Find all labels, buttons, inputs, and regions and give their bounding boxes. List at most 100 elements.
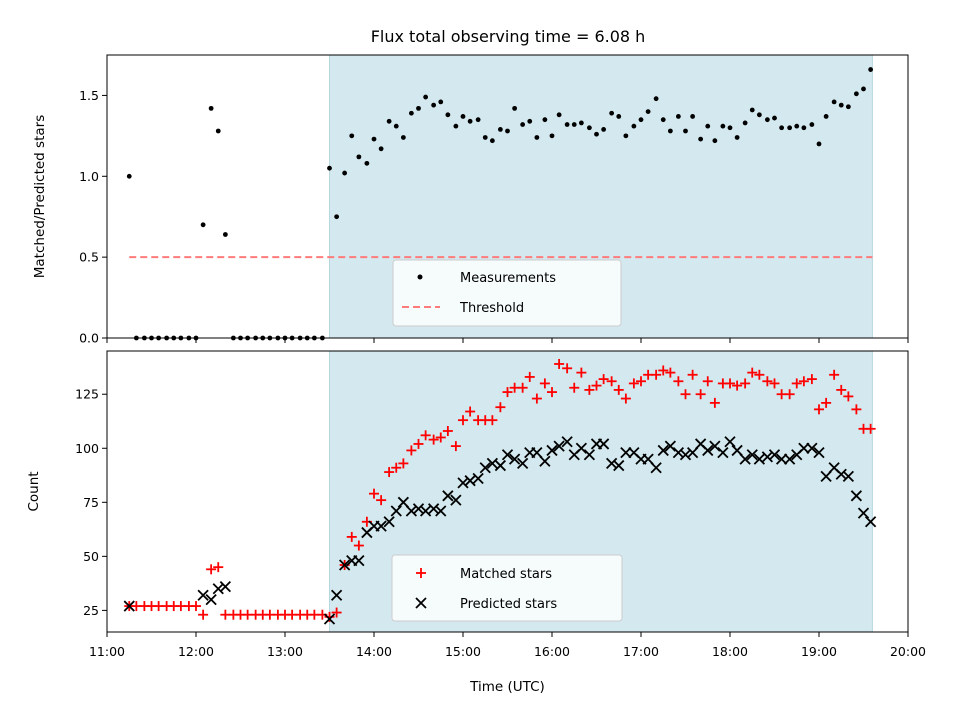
predicted-star-point	[702, 444, 714, 457]
measurement-point	[467, 118, 473, 124]
predicted-star-point	[472, 472, 484, 485]
measurement-point	[542, 117, 548, 123]
predicted-star-point	[717, 446, 729, 459]
y-tick-label: 0.5	[79, 250, 99, 265]
x-tick-label: 18:00	[712, 644, 748, 659]
matched-star-point	[495, 402, 506, 413]
matched-star-point	[442, 425, 453, 436]
matched-star-point	[391, 462, 402, 473]
measurement-point	[861, 86, 866, 92]
predicted-star-point	[539, 455, 551, 467]
measurement-point	[534, 135, 540, 140]
predicted-star-point	[724, 436, 736, 448]
predicted-star-point	[768, 449, 781, 461]
predicted-star-point	[546, 444, 558, 457]
predicted-star-point	[864, 516, 877, 528]
measurement-point	[794, 123, 800, 129]
predicted-star-point	[739, 453, 751, 465]
predicted-star-point	[850, 490, 863, 502]
predicted-star-point	[205, 593, 217, 606]
measurement-point	[222, 232, 228, 237]
predicted-star-point	[709, 440, 721, 452]
measurement-point	[364, 160, 370, 166]
legend-marker-predicted	[415, 597, 427, 609]
matched-star-point	[398, 458, 409, 469]
matched-star-point	[702, 376, 713, 387]
predicted-star-point	[330, 589, 343, 601]
measurement-point	[564, 122, 570, 127]
matched-star-point	[450, 441, 461, 452]
measurement-point	[475, 117, 481, 123]
measurement-point	[438, 99, 444, 105]
predicted-star-point	[775, 453, 788, 465]
bottom-y-ticks: 25 50 75 100 125	[75, 387, 107, 618]
predicted-star-point	[516, 457, 529, 470]
predicted-star-point	[575, 442, 588, 454]
matched-star-point	[435, 432, 446, 443]
measurement-point	[445, 112, 451, 118]
predicted-star-point	[672, 446, 685, 459]
measurement-point	[772, 115, 777, 121]
predicted-star-point	[835, 468, 847, 480]
measurement-point	[489, 138, 495, 144]
matched-star-point	[206, 564, 217, 575]
matched-star-point	[784, 389, 795, 400]
matched-star-point	[591, 380, 602, 391]
predicted-star-point	[553, 440, 565, 452]
measurement-point	[578, 120, 584, 126]
measurement-point	[460, 114, 466, 119]
matched-star-point	[191, 601, 201, 612]
predicted-star-point	[583, 449, 596, 461]
matched-star-point	[598, 374, 609, 385]
bottom-legend-box	[391, 554, 623, 622]
predicted-stars-layer	[123, 436, 877, 625]
measurement-point	[549, 133, 555, 139]
predicted-star-point	[435, 505, 447, 517]
predicted-star-point	[412, 503, 425, 515]
measurement-point	[787, 125, 793, 131]
legend-label-matched: Matched stars	[460, 567, 552, 582]
matched-star-point	[376, 495, 387, 506]
y-tick-label: 0.0	[79, 331, 99, 346]
measurement-point	[690, 114, 696, 119]
x-tick-label: 11:00	[89, 644, 125, 659]
bottom-legend: Matched stars Predicted stars	[391, 554, 623, 622]
measurement-point	[520, 122, 526, 127]
top-panel: 0.0 0.5 1.0 1.5 Matched/Predicted stars Mea…	[32, 54, 909, 346]
predicted-star-point	[457, 477, 469, 489]
measurement-point	[416, 105, 421, 111]
matched-star-point	[865, 423, 876, 434]
x-tick-label: 17:00	[623, 644, 659, 659]
bottom-x-ticks: 11:00 12:00 13:00 14:00 15:00 16:00 17:00 18:00…	[89, 632, 926, 659]
measurement-point	[408, 110, 414, 116]
measurement-point	[631, 123, 637, 129]
measurement-point	[845, 104, 851, 110]
matched-star-point	[606, 376, 617, 387]
measurement-point	[126, 173, 132, 179]
matched-star-point	[531, 393, 542, 404]
top-y-axis-label: Matched/Predicted stars	[32, 115, 48, 278]
measurement-point	[497, 126, 503, 132]
y-tick-label: 1.5	[79, 88, 99, 103]
measurement-point	[371, 136, 377, 142]
measurement-point	[675, 114, 681, 119]
predicted-star-point	[219, 580, 232, 593]
measurement-point	[831, 99, 837, 105]
measurement-point	[823, 114, 829, 119]
matched-star-point	[502, 387, 513, 398]
matched-star-point	[636, 376, 646, 387]
matched-star-point	[331, 607, 342, 618]
measurement-point	[400, 135, 406, 140]
matched-star-point	[198, 609, 209, 620]
matched-star-point	[687, 369, 698, 380]
legend-label-threshold: Threshold	[459, 301, 524, 316]
predicted-star-point	[405, 505, 418, 517]
measurement-point	[838, 102, 844, 108]
measurement-point	[334, 214, 340, 220]
predicted-star-point	[857, 507, 870, 519]
matched-star-point	[353, 540, 364, 551]
measurement-point	[594, 131, 599, 137]
matched-star-point	[806, 374, 817, 385]
measurement-point	[601, 126, 607, 132]
